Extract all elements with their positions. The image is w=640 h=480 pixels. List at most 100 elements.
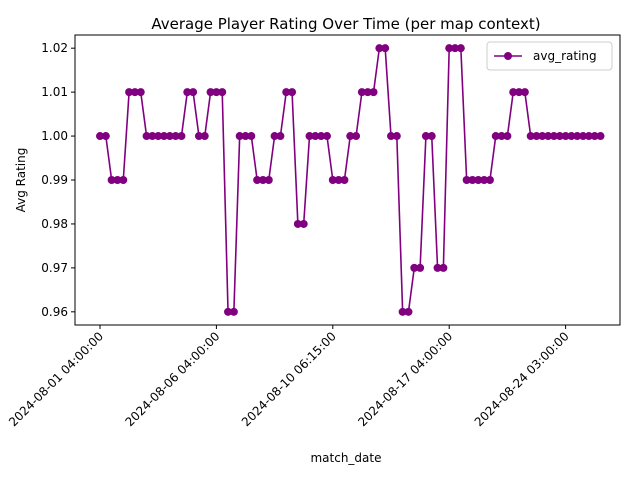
data-point	[474, 176, 483, 184]
x-axis: 2024-08-01 04:00:00 2024-08-06 04:00:00 20…	[6, 325, 572, 429]
x-axis-label: match_date	[310, 451, 381, 465]
data-point	[212, 88, 221, 97]
data-point	[433, 263, 442, 272]
data-point	[503, 132, 512, 141]
data-point	[596, 132, 605, 141]
series-points-avg-rating	[96, 44, 605, 316]
y-axis: 0.96 0.97 0.98 0.99 1.00 1.01 1.02	[41, 41, 75, 319]
data-point	[340, 176, 349, 184]
data-point	[293, 219, 302, 228]
data-point	[573, 132, 582, 141]
data-point	[299, 219, 308, 228]
data-point	[130, 88, 139, 97]
legend-box	[486, 41, 613, 71]
x-tick-label: 2024-08-06 04:00:00	[122, 329, 222, 429]
data-point	[160, 132, 169, 141]
data-point	[515, 88, 524, 97]
x-tick-label: 2024-08-17 04:00:00	[355, 329, 455, 429]
data-point	[165, 132, 174, 141]
data-point	[206, 88, 215, 97]
data-point	[427, 132, 436, 141]
y-tick-label: 0.96	[41, 305, 68, 319]
data-point	[334, 176, 343, 184]
data-point	[253, 176, 262, 184]
data-point	[322, 132, 331, 141]
data-point	[567, 132, 576, 141]
data-point	[148, 132, 157, 141]
data-point	[584, 132, 593, 141]
data-point	[369, 88, 378, 97]
data-point	[357, 88, 366, 97]
data-point	[480, 176, 489, 184]
data-point	[189, 88, 198, 97]
data-point	[439, 263, 448, 272]
data-point	[363, 88, 372, 97]
data-point	[177, 132, 186, 141]
data-point	[125, 88, 134, 97]
data-point	[375, 44, 384, 53]
data-point	[387, 132, 395, 141]
data-point	[526, 132, 535, 141]
data-point	[509, 88, 518, 97]
data-point	[462, 176, 471, 184]
data-point	[171, 132, 180, 141]
legend-swatch-marker	[504, 52, 512, 60]
data-point	[107, 176, 116, 184]
data-point	[421, 132, 430, 141]
data-point	[200, 132, 209, 141]
data-point	[288, 88, 297, 97]
data-point	[410, 263, 419, 272]
data-point	[485, 176, 494, 184]
data-point	[451, 44, 460, 53]
data-point	[445, 44, 454, 53]
data-point	[282, 88, 291, 97]
y-tick-label: 0.99	[41, 173, 68, 187]
y-axis-label: Avg Rating	[14, 148, 28, 213]
data-point	[456, 44, 465, 53]
data-point	[183, 88, 192, 97]
data-point	[317, 132, 326, 141]
data-point	[520, 88, 529, 97]
data-point	[532, 132, 541, 141]
data-point	[258, 176, 267, 184]
data-point	[247, 132, 256, 141]
data-point	[590, 132, 599, 141]
data-point	[579, 132, 588, 141]
data-point	[346, 132, 355, 141]
data-point	[549, 132, 558, 141]
data-point	[154, 132, 163, 141]
data-point	[416, 263, 425, 272]
data-point	[235, 132, 244, 141]
chart-title: Average Player Rating Over Time (per map…	[151, 15, 540, 33]
data-point	[218, 88, 227, 97]
legend-label-avg-rating: avg_rating	[533, 49, 597, 63]
data-point	[101, 132, 110, 141]
y-tick-label: 0.98	[41, 217, 68, 231]
data-point	[229, 307, 238, 316]
data-point	[491, 132, 500, 141]
data-point	[264, 176, 273, 184]
y-tick-label: 1.02	[41, 41, 68, 55]
y-tick-label: 1.00	[41, 129, 68, 143]
data-point	[392, 132, 401, 141]
data-point	[497, 132, 506, 141]
data-point	[241, 132, 250, 141]
data-point	[276, 132, 285, 141]
legend: avg_rating	[486, 41, 613, 71]
x-tick-label: 2024-08-24 03:00:00	[472, 329, 572, 429]
x-tick-label: 2024-08-01 04:00:00	[6, 329, 106, 429]
data-point	[113, 176, 122, 184]
data-point	[555, 132, 564, 141]
data-point	[96, 132, 104, 141]
data-point	[352, 132, 361, 141]
y-tick-label: 0.97	[41, 261, 68, 275]
x-tick-label: 2024-08-10 06:15:00	[239, 329, 339, 429]
y-tick-label: 1.01	[41, 85, 68, 99]
data-point	[538, 132, 547, 141]
data-point	[381, 44, 390, 53]
data-point	[142, 132, 151, 141]
data-point	[136, 88, 145, 97]
data-point	[305, 132, 314, 141]
data-point	[311, 132, 320, 141]
